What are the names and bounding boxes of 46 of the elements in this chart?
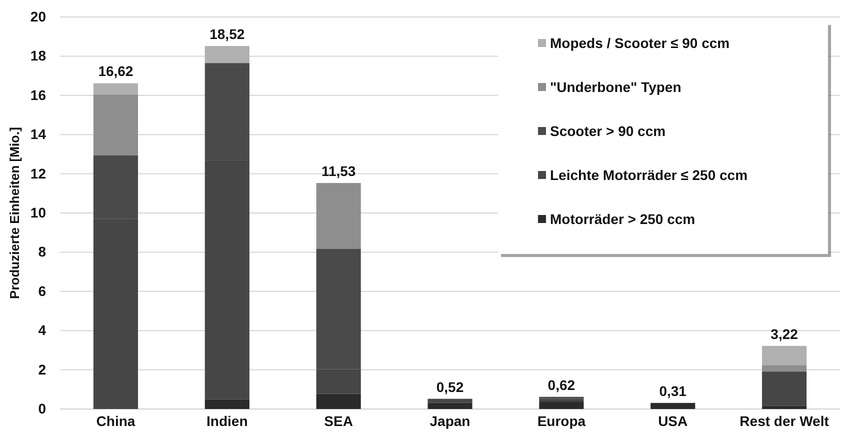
x-tick-label: USA <box>658 412 688 429</box>
bar <box>428 402 472 409</box>
bar <box>539 398 584 402</box>
bar <box>204 46 250 64</box>
bar <box>316 394 361 409</box>
legend-label: Leichte Motorräder ≤ 250 ccm <box>550 167 748 183</box>
y-tick-label: 12 <box>30 165 46 182</box>
bar <box>428 398 472 403</box>
x-tick-label: Japan <box>430 412 470 429</box>
bar <box>650 402 696 409</box>
y-tick-label: 10 <box>30 204 46 220</box>
total-label: 16,62 <box>98 63 134 80</box>
bar <box>93 83 138 94</box>
total-label: 11,53 <box>321 163 356 180</box>
x-tick-label: Europa <box>537 412 586 429</box>
y-tick-label: 6 <box>38 282 46 299</box>
y-tick-label: 0 <box>38 400 46 416</box>
bar <box>762 365 807 372</box>
y-tick-label: 20 <box>30 8 46 24</box>
y-tick-label: 8 <box>38 244 46 260</box>
legend-label: Mopeds / Scooter ≤ 90 ccm <box>550 35 730 51</box>
y-axis-title: Produzierte Einheiten [Mio.] <box>7 127 22 299</box>
total-label: 0,31 <box>659 382 687 399</box>
x-tick-label: Indien <box>206 412 248 429</box>
y-tick-label: 2 <box>38 361 46 378</box>
y-tick-label: 16 <box>30 86 46 103</box>
legend-label: Scooter > 90 ccm <box>550 123 666 139</box>
bar <box>204 399 250 409</box>
x-tick-label: Rest der Welt <box>740 412 830 429</box>
total-label: 3,22 <box>770 326 798 342</box>
total-label: 0,62 <box>548 376 576 393</box>
x-tick-label: SEA <box>324 412 353 429</box>
legend-label: Motorräder > 250 ccm <box>550 211 696 227</box>
bar <box>93 94 138 156</box>
bar <box>762 346 807 366</box>
y-tick-label: 18 <box>30 48 46 64</box>
bar <box>762 372 807 406</box>
total-label: 0,52 <box>436 378 464 395</box>
total-label: 18,52 <box>210 26 245 42</box>
y-tick-label: 4 <box>38 322 46 338</box>
bar <box>316 183 361 249</box>
bar <box>762 406 807 409</box>
bar <box>539 402 584 409</box>
legend-label: "Underbone" Typen <box>550 79 682 95</box>
y-tick-label: 14 <box>30 126 46 142</box>
x-tick-label: China <box>96 412 136 429</box>
